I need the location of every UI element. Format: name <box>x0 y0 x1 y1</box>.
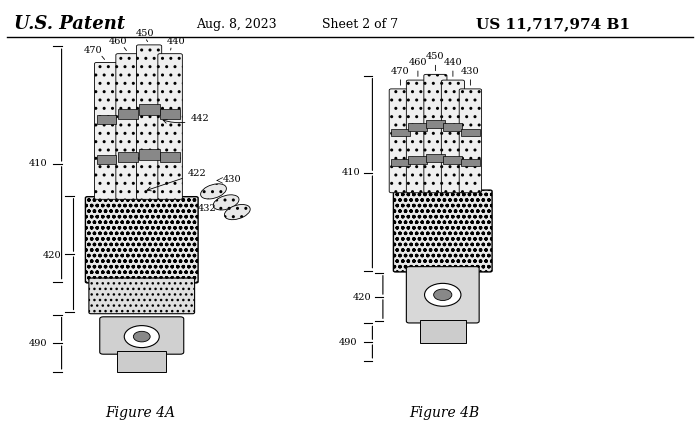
Bar <box>461 159 480 166</box>
FancyBboxPatch shape <box>406 267 479 323</box>
Bar <box>426 154 445 162</box>
Text: U.S. Patent: U.S. Patent <box>14 15 125 33</box>
FancyBboxPatch shape <box>424 74 447 193</box>
Circle shape <box>133 331 150 342</box>
Bar <box>444 123 463 131</box>
Text: Figure 4A: Figure 4A <box>105 406 175 420</box>
Text: 450: 450 <box>426 52 444 61</box>
Text: Sheet 2 of 7: Sheet 2 of 7 <box>322 18 398 31</box>
Text: 460: 460 <box>409 58 427 67</box>
Text: 410: 410 <box>342 169 360 177</box>
FancyBboxPatch shape <box>393 190 492 272</box>
FancyBboxPatch shape <box>459 89 482 193</box>
FancyBboxPatch shape <box>389 89 412 193</box>
Text: 410: 410 <box>29 159 48 168</box>
Text: 470: 470 <box>391 67 409 76</box>
Bar <box>97 115 116 124</box>
Text: US 11,717,974 B1: US 11,717,974 B1 <box>476 17 630 31</box>
Text: 490: 490 <box>339 338 357 347</box>
Bar <box>160 109 181 119</box>
Bar <box>461 128 480 136</box>
Text: 430: 430 <box>461 67 480 76</box>
Text: 420: 420 <box>43 251 62 260</box>
Text: 432: 432 <box>197 204 216 213</box>
Ellipse shape <box>225 205 250 220</box>
Bar <box>118 109 139 119</box>
Text: 422: 422 <box>147 169 206 191</box>
Ellipse shape <box>214 195 239 210</box>
FancyBboxPatch shape <box>89 278 195 314</box>
Bar <box>139 150 160 160</box>
FancyBboxPatch shape <box>406 80 430 193</box>
Circle shape <box>424 283 461 306</box>
Bar <box>409 123 427 131</box>
Bar <box>97 155 116 165</box>
FancyBboxPatch shape <box>85 197 198 283</box>
Text: 430: 430 <box>223 175 241 183</box>
FancyBboxPatch shape <box>442 80 465 193</box>
Bar <box>409 156 427 164</box>
Text: 470: 470 <box>84 46 102 55</box>
Text: Figure 4B: Figure 4B <box>410 406 480 420</box>
Bar <box>160 152 181 162</box>
Text: 490: 490 <box>29 339 48 348</box>
Bar <box>118 351 167 372</box>
Circle shape <box>125 326 160 348</box>
Text: 450: 450 <box>136 29 154 38</box>
Bar <box>139 104 160 114</box>
FancyBboxPatch shape <box>158 54 182 199</box>
FancyBboxPatch shape <box>100 317 183 354</box>
Text: 440: 440 <box>444 58 462 67</box>
Bar <box>391 159 409 166</box>
Bar <box>391 128 409 136</box>
Bar <box>419 320 466 343</box>
Text: Aug. 8, 2023: Aug. 8, 2023 <box>196 18 276 31</box>
FancyBboxPatch shape <box>116 54 140 199</box>
Text: 420: 420 <box>352 293 371 301</box>
Ellipse shape <box>201 184 226 199</box>
Bar <box>444 156 463 164</box>
Bar <box>426 120 445 128</box>
FancyBboxPatch shape <box>136 45 162 199</box>
FancyBboxPatch shape <box>94 62 118 199</box>
Text: 460: 460 <box>108 37 127 46</box>
Circle shape <box>433 289 452 301</box>
Text: 442: 442 <box>163 114 209 123</box>
Bar <box>118 152 139 162</box>
Text: 440: 440 <box>167 37 186 46</box>
